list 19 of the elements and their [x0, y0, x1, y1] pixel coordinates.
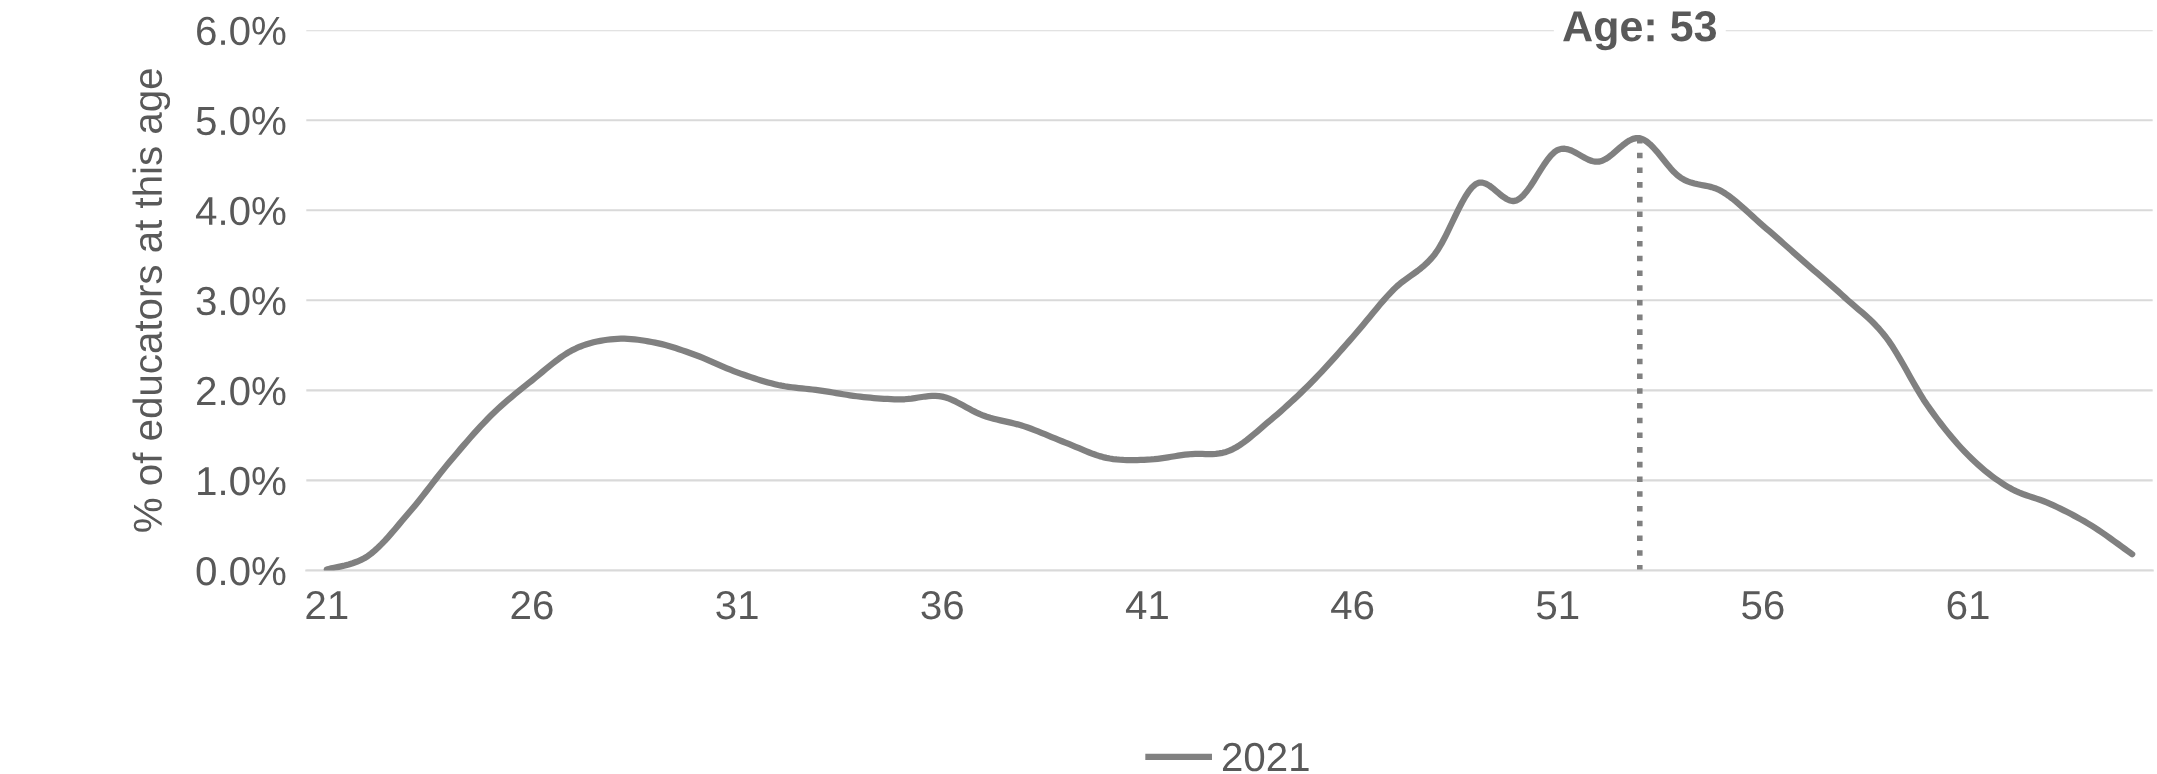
x-tick-label: 41 [1125, 591, 1168, 620]
y-tick-label: 0.0% [196, 556, 286, 586]
y-tick-label: 2.0% [197, 376, 286, 406]
x-tick-label: 51 [1536, 591, 1579, 620]
x-tick-label: 36 [921, 590, 963, 620]
x-tick-label: 61 [1947, 590, 1989, 620]
y-tick-label: 6.0% [197, 16, 286, 46]
y-tick-label: 4.0% [195, 196, 286, 226]
legend-label: 2021 [1222, 742, 1309, 772]
x-tick-label: 46 [1331, 590, 1374, 620]
x-tick-label: 21 [306, 590, 348, 620]
x-tick-label: 56 [1742, 590, 1784, 620]
ref-line-label: Age: 53 [1563, 11, 1717, 51]
y-tick-label: 3.0% [196, 286, 286, 316]
y-tick-label: 5.0% [196, 106, 286, 136]
x-tick-label: 31 [716, 590, 758, 620]
y-axis-title: % of educators at this age [132, 69, 171, 532]
y-tick-label: 1.0% [198, 466, 286, 496]
x-tick-label: 26 [511, 590, 553, 620]
